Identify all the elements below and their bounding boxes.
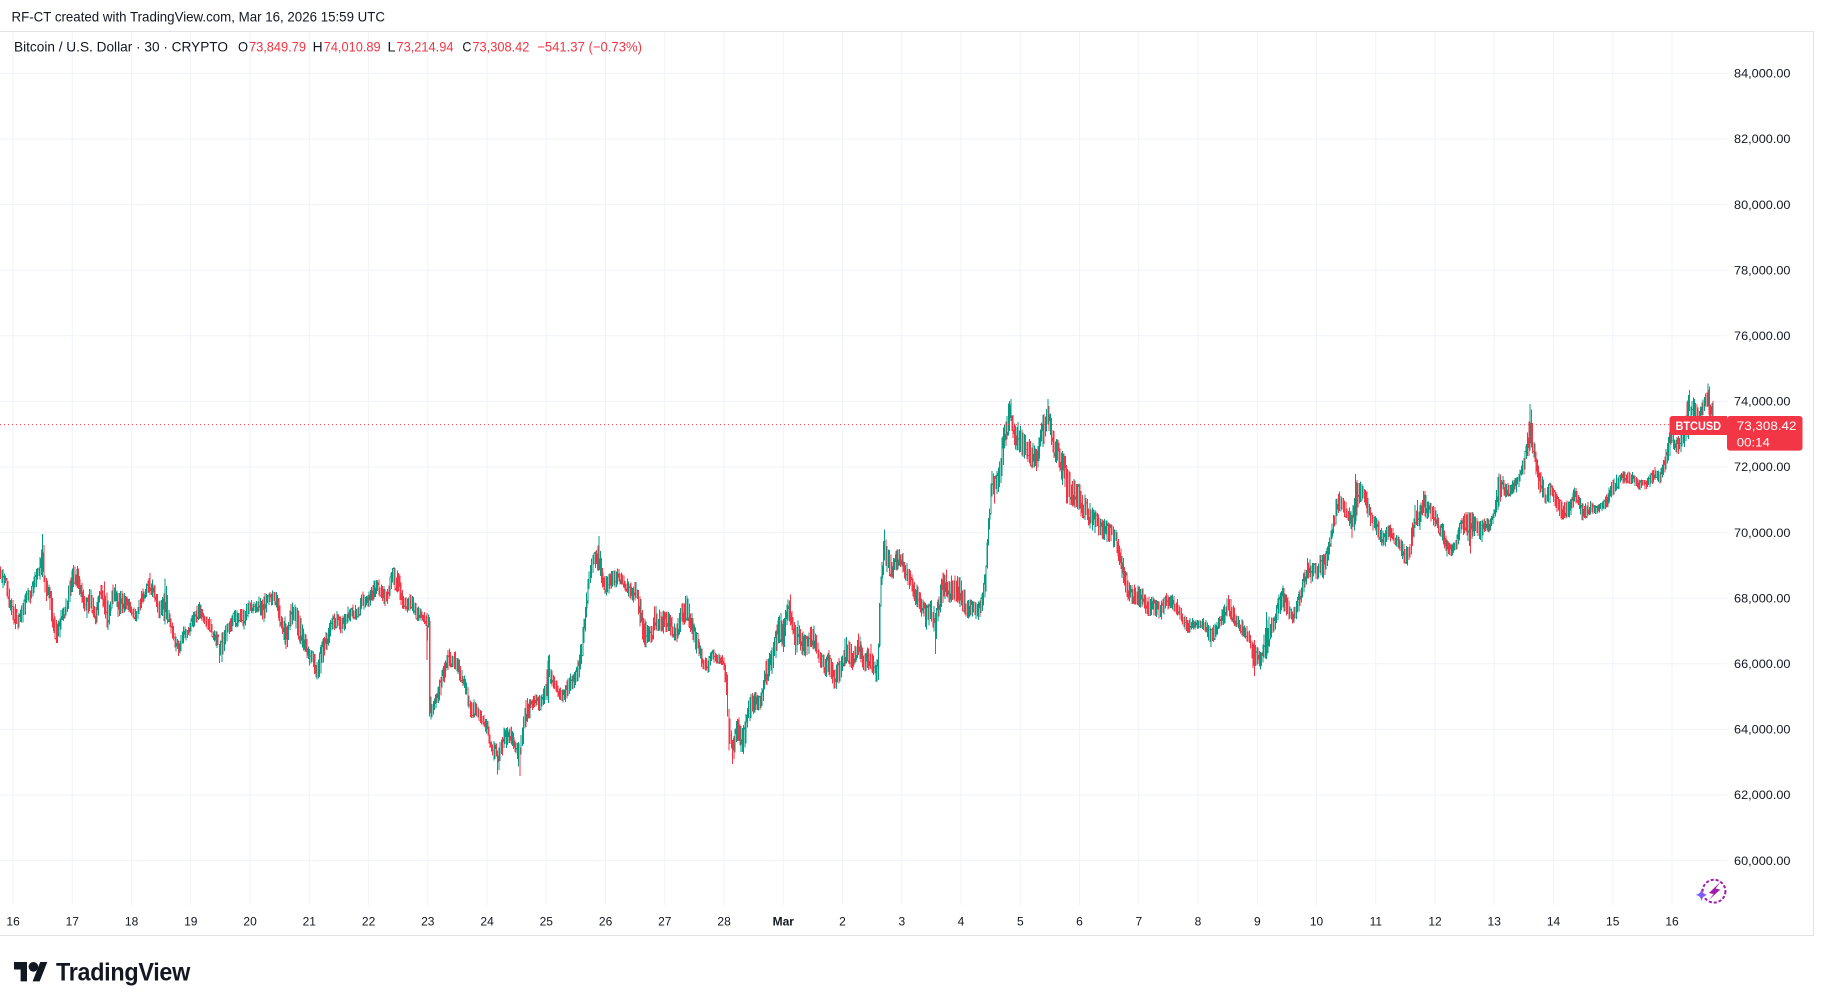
svg-text:O: O [238, 40, 248, 55]
svg-text:60,000.00: 60,000.00 [1734, 854, 1791, 868]
svg-text:72,000.00: 72,000.00 [1734, 460, 1791, 474]
svg-text:27: 27 [658, 915, 672, 929]
svg-text:22: 22 [362, 915, 376, 929]
svg-text:73,214.94: 73,214.94 [397, 40, 454, 55]
svg-text:4: 4 [958, 915, 965, 929]
svg-text:TradingView: TradingView [56, 959, 191, 987]
svg-text:H: H [313, 40, 323, 55]
svg-text:64,000.00: 64,000.00 [1734, 723, 1791, 737]
svg-text:62,000.00: 62,000.00 [1734, 788, 1791, 802]
svg-text:00:14: 00:14 [1737, 436, 1770, 450]
svg-text:21: 21 [303, 915, 317, 929]
svg-text:74,010.89: 74,010.89 [324, 40, 381, 55]
svg-text:15: 15 [1606, 915, 1620, 929]
svg-text:13: 13 [1488, 915, 1502, 929]
svg-text:82,000.00: 82,000.00 [1734, 132, 1791, 146]
svg-text:5: 5 [1017, 915, 1024, 929]
svg-text:Mar: Mar [773, 915, 795, 929]
svg-text:18: 18 [125, 915, 139, 929]
svg-text:14: 14 [1547, 915, 1561, 929]
svg-text:12: 12 [1428, 915, 1442, 929]
svg-text:84,000.00: 84,000.00 [1734, 67, 1791, 81]
svg-text:76,000.00: 76,000.00 [1734, 329, 1791, 343]
svg-text:24: 24 [480, 915, 494, 929]
svg-text:3: 3 [898, 915, 905, 929]
svg-text:73,308.42: 73,308.42 [1737, 419, 1797, 433]
svg-text:26: 26 [599, 915, 613, 929]
svg-text:L: L [388, 40, 396, 55]
svg-text:25: 25 [540, 915, 554, 929]
svg-text:9: 9 [1254, 915, 1261, 929]
svg-text:BTCUSD: BTCUSD [1676, 419, 1722, 433]
svg-text:68,000.00: 68,000.00 [1734, 591, 1791, 605]
svg-text:10: 10 [1310, 915, 1324, 929]
svg-text:16: 16 [6, 915, 20, 929]
svg-text:RF-CT created with TradingView: RF-CT created with TradingView.com, Mar … [12, 10, 386, 25]
svg-text:20: 20 [243, 915, 257, 929]
svg-text:23: 23 [421, 915, 435, 929]
svg-text:70,000.00: 70,000.00 [1734, 526, 1791, 540]
svg-text:16: 16 [1665, 915, 1679, 929]
svg-text:−541.37 (−0.73%): −541.37 (−0.73%) [537, 40, 642, 55]
svg-text:17: 17 [66, 915, 80, 929]
svg-text:74,000.00: 74,000.00 [1734, 395, 1791, 409]
svg-text:6: 6 [1076, 915, 1083, 929]
svg-text:7: 7 [1135, 915, 1142, 929]
svg-text:80,000.00: 80,000.00 [1734, 198, 1791, 212]
svg-text:28: 28 [717, 915, 731, 929]
svg-text:78,000.00: 78,000.00 [1734, 263, 1791, 277]
svg-text:Bitcoin / U.S. Dollar · 30 · C: Bitcoin / U.S. Dollar · 30 · CRYPTO [14, 40, 228, 55]
svg-text:C: C [462, 40, 471, 55]
svg-text:66,000.00: 66,000.00 [1734, 657, 1791, 671]
svg-text:8: 8 [1195, 915, 1202, 929]
svg-text:2: 2 [839, 915, 846, 929]
svg-text:73,849.79: 73,849.79 [249, 40, 306, 55]
svg-text:11: 11 [1370, 915, 1383, 929]
svg-text:19: 19 [184, 915, 198, 929]
svg-text:73,308.42: 73,308.42 [472, 40, 529, 55]
